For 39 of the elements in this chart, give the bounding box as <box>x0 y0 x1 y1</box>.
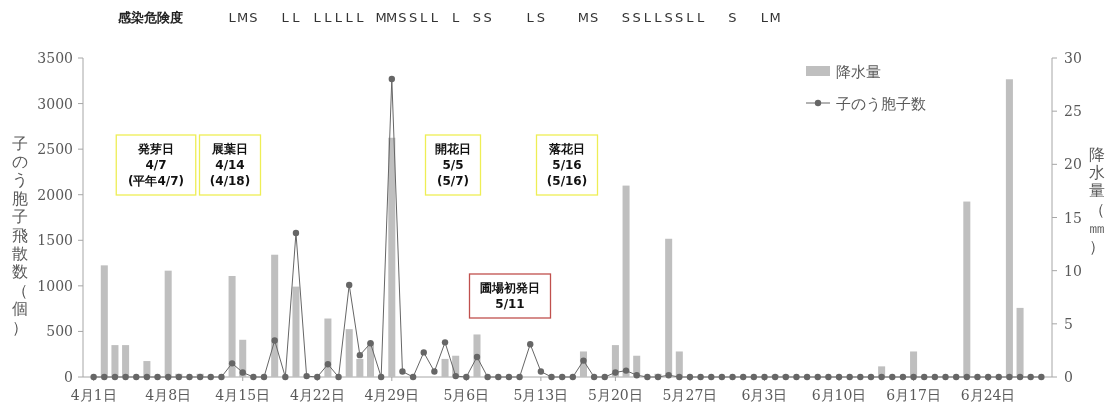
legend-label: 子のう胞子数 <box>836 95 926 113</box>
text: LMS LL LLLLL MMSSLL L SS LS MS SSLLSSLL S LM <box>228 10 781 25</box>
x-tick-label: 5月6日 <box>443 387 490 403</box>
x-tick-label: 4月22日 <box>289 387 345 403</box>
legend-label: 降水量 <box>836 63 881 81</box>
annotation: 発芽日 4/7 (平年4/7) <box>127 142 185 188</box>
x-tick-label: 5月27日 <box>662 387 718 403</box>
y-tick-label: 0 <box>64 369 73 385</box>
y2-tick-label: 15 <box>1064 209 1082 226</box>
y-tick-label: 2000 <box>37 186 73 203</box>
x-tick-label: 5月20日 <box>588 387 643 403</box>
annotation: 展葉日 4/14 (4/18) <box>209 142 251 188</box>
annotation: 開花日 5/5 (5/7) <box>435 142 471 188</box>
annotation: 圃場初発日 5/11 <box>480 281 540 311</box>
y2-tick-label: 30 <box>1064 50 1082 66</box>
x-tick-label: 6月24日 <box>960 387 1016 403</box>
x-tick-label: 4月8日 <box>145 387 192 403</box>
x-tick-label: 5月13日 <box>513 387 569 403</box>
y2-tick-label: 20 <box>1064 156 1082 173</box>
x-tick-label: 4月29日 <box>364 387 420 403</box>
x-tick-label: 4月1日 <box>70 387 117 403</box>
y2-tick-label: 5 <box>1064 315 1073 332</box>
y-tick-label: 1000 <box>37 277 73 294</box>
y-tick-label: 3000 <box>37 95 73 112</box>
y-tick-label: 1500 <box>37 232 73 249</box>
text: 子のう胞子飛散数（個） <box>12 133 28 337</box>
x-tick-label: 6月10日 <box>811 387 867 403</box>
y-tick-label: 3500 <box>37 50 73 66</box>
y2-tick-label: 25 <box>1064 103 1082 120</box>
y2-axis-title: 降水量（㎜） <box>1089 144 1105 256</box>
y2-tick-label: 0 <box>1064 369 1073 385</box>
annotation: 落花日 5/16 (5/16) <box>546 142 588 188</box>
x-tick-label: 6月3日 <box>741 387 788 403</box>
y2-tick-label: 10 <box>1064 262 1082 279</box>
x-tick-label: 6月17日 <box>886 387 941 403</box>
text: 感染危険度 <box>117 10 183 25</box>
y-tick-label: 500 <box>46 323 73 340</box>
x-tick-label: 4月15日 <box>215 387 271 403</box>
y-tick-label: 2500 <box>37 141 73 158</box>
